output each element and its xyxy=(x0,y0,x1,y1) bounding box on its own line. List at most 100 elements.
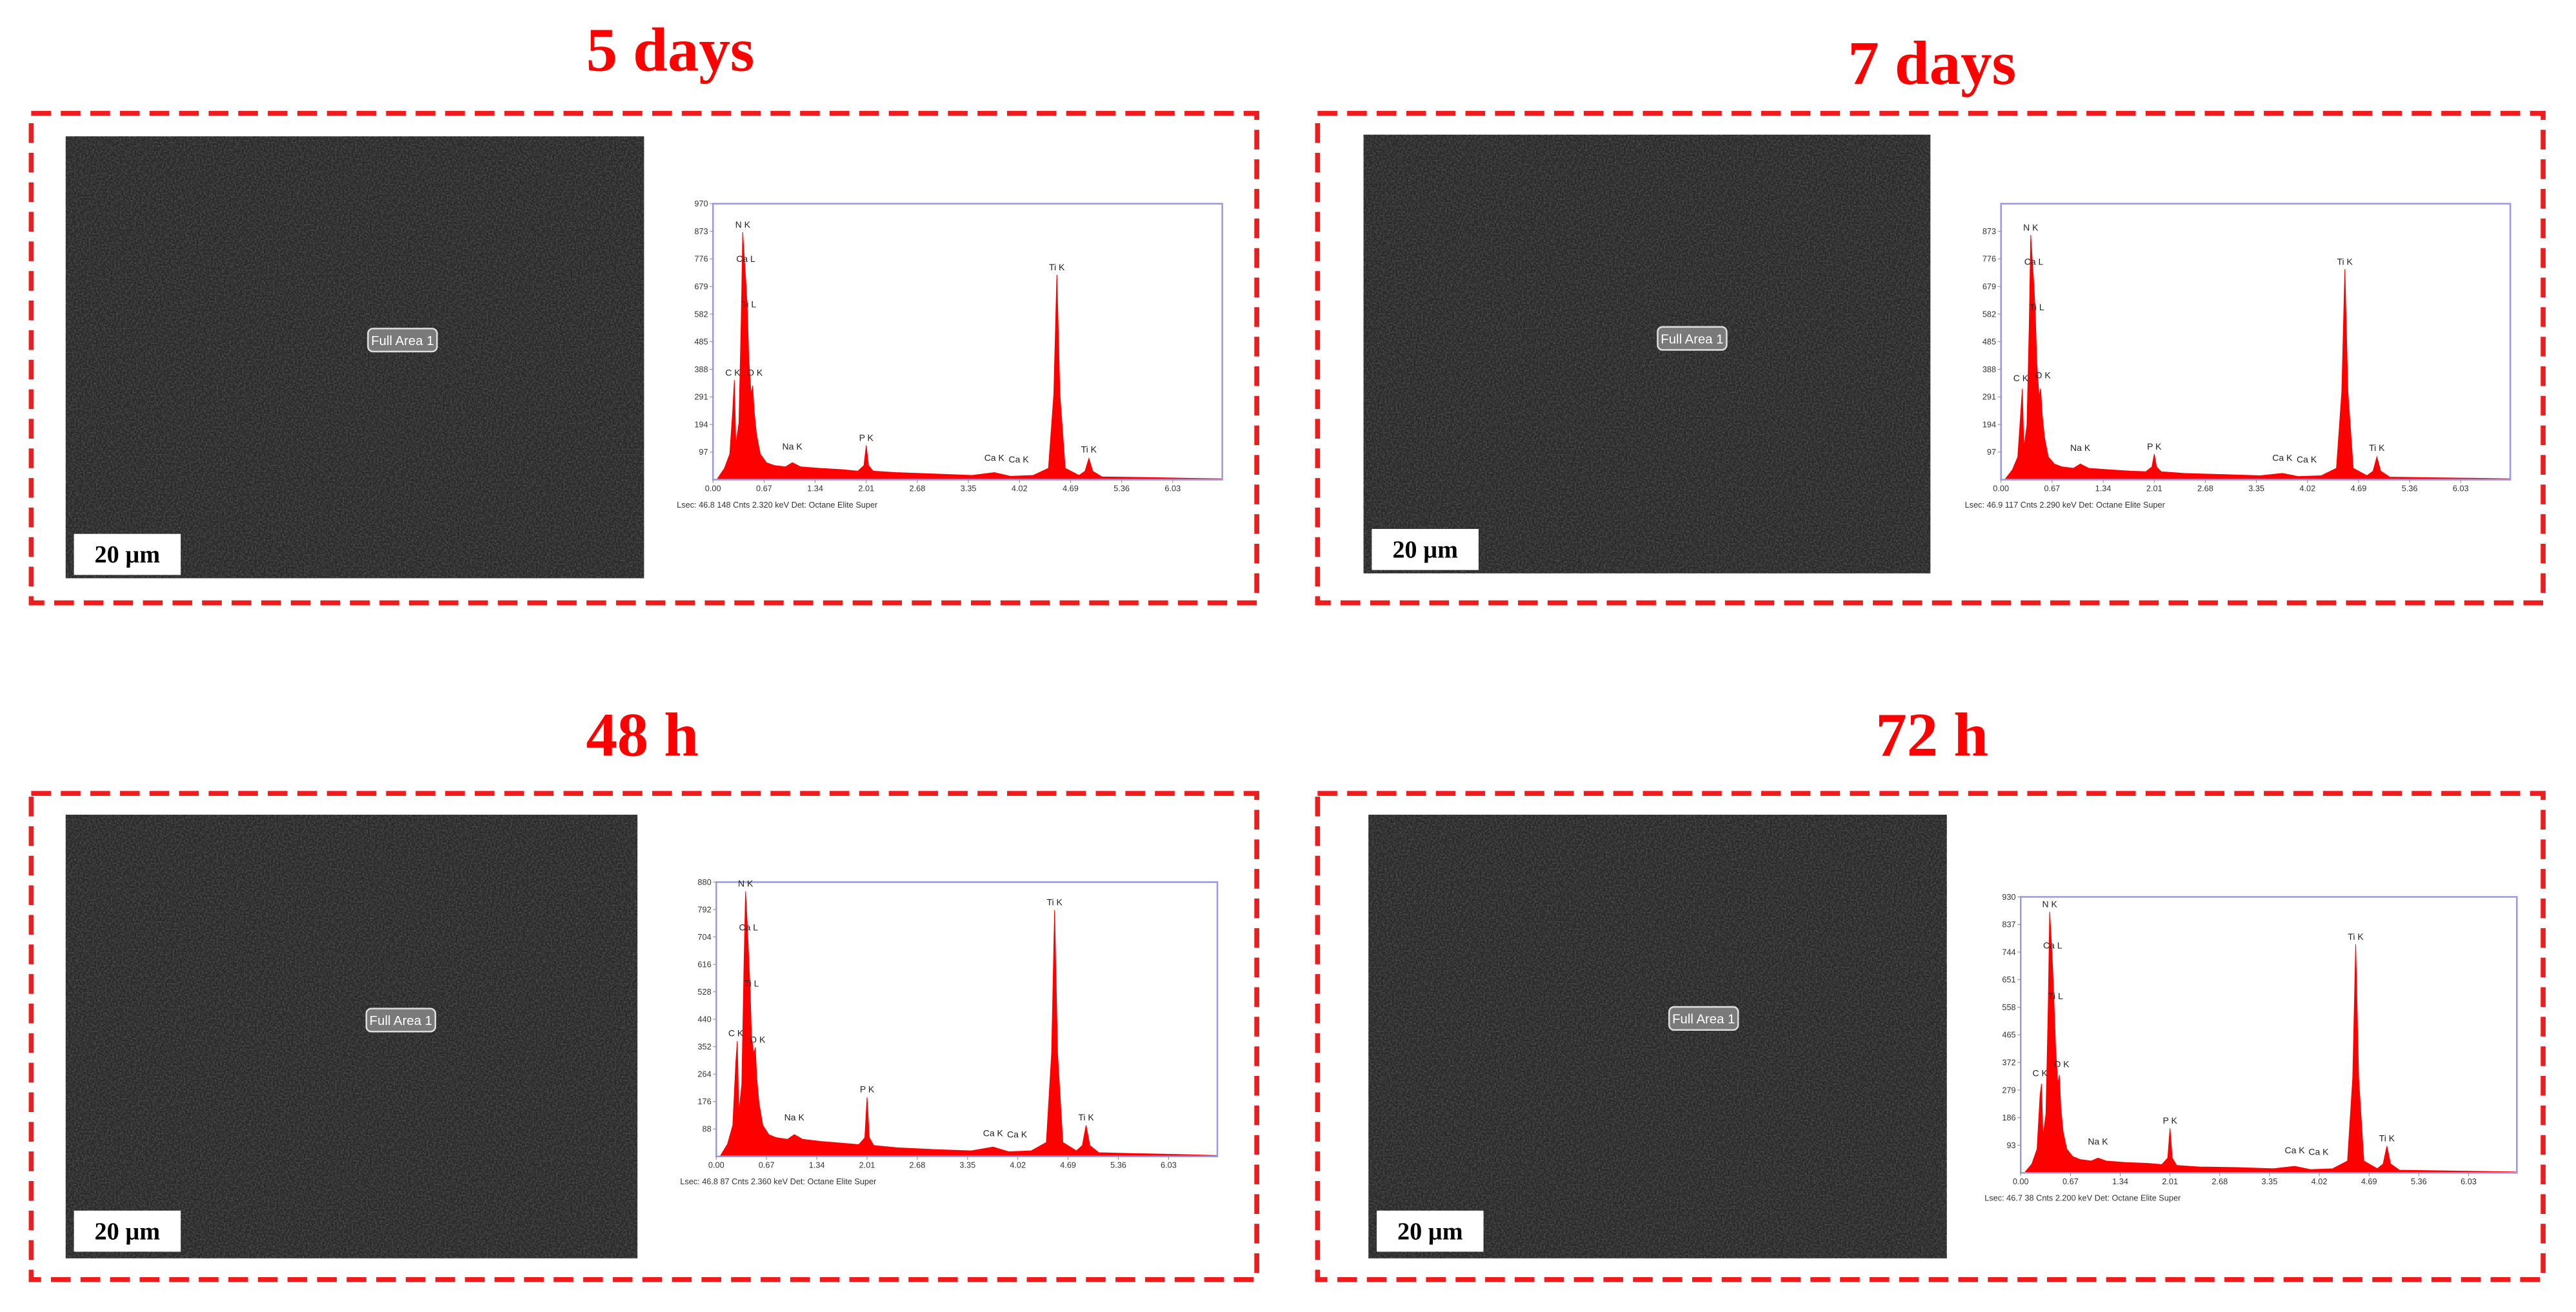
y-tick-label: 485 xyxy=(1982,337,1996,346)
spectrum-footer: Lsec: 46.7 38 Cnts 2.200 keV Det: Octane… xyxy=(1984,1193,2181,1203)
x-tick-label: 2.68 xyxy=(2212,1177,2228,1186)
peak-label: O K xyxy=(750,1034,766,1044)
peak-label: N K xyxy=(2023,222,2039,232)
x-tick-label: 0.00 xyxy=(1993,483,2009,493)
x-tick-label: 4.69 xyxy=(1063,483,1079,493)
area-label: Full Area 1 xyxy=(371,334,434,348)
x-tick-label: 0.67 xyxy=(2044,483,2061,493)
x-tick-label: 0.67 xyxy=(2062,1177,2079,1186)
scale-bar-box xyxy=(1372,529,1479,570)
peak-label: N K xyxy=(735,219,751,230)
peak-label: P K xyxy=(2163,1115,2178,1126)
peak-label: Na K xyxy=(2088,1136,2108,1146)
x-tick-label: 4.69 xyxy=(2361,1177,2377,1186)
x-tick-label: 4.02 xyxy=(2311,1177,2328,1186)
x-tick-label: 3.35 xyxy=(2248,483,2264,493)
y-tick-label: 582 xyxy=(1982,309,1996,319)
peak-label: Ti L xyxy=(2030,302,2044,312)
area-label-box xyxy=(365,1008,437,1033)
scale-bar-label: 20 µm xyxy=(95,541,161,568)
peak-label: Ti L xyxy=(744,978,759,988)
x-tick-label: 5.36 xyxy=(2411,1177,2427,1186)
x-tick-label: 5.36 xyxy=(1113,483,1130,493)
y-tick-label: 873 xyxy=(1982,226,1996,236)
x-tick-label: 4.02 xyxy=(1012,483,1028,493)
area-label-box xyxy=(1657,326,1728,351)
peak-label: Ca K xyxy=(984,453,1005,463)
panel-title: 72 h xyxy=(1875,700,1988,769)
x-tick-label: 0.67 xyxy=(756,483,772,493)
y-tick-label: 264 xyxy=(697,1069,711,1079)
x-tick-label: 6.03 xyxy=(1161,1160,1177,1170)
spectrum-area xyxy=(2023,911,2517,1173)
peak-label: C K xyxy=(2033,1068,2048,1078)
x-tick-label: 3.35 xyxy=(2262,1177,2278,1186)
panel-frame xyxy=(28,791,1259,1282)
scale-bar-label: 20 µm xyxy=(1397,1218,1463,1245)
peak-label: Ti K xyxy=(2379,1133,2395,1144)
peak-label: Na K xyxy=(2070,442,2091,453)
y-tick-label: 388 xyxy=(694,364,708,374)
peak-label: Ca K xyxy=(2272,453,2293,463)
x-tick-label: 2.01 xyxy=(2146,483,2162,493)
peak-label: P K xyxy=(2147,441,2162,452)
plot-frame xyxy=(2000,203,2511,481)
panel-title: 7 days xyxy=(1848,28,2016,97)
x-tick-label: 5.36 xyxy=(1110,1160,1126,1170)
peak-label: Ca L xyxy=(2024,256,2044,266)
y-tick-label: 291 xyxy=(694,392,708,402)
peak-label: O K xyxy=(747,367,763,377)
peak-label: C K xyxy=(728,1028,744,1039)
panel-frame xyxy=(1315,791,2546,1282)
y-tick-label: 880 xyxy=(697,877,711,887)
y-tick-label: 485 xyxy=(694,337,708,346)
spectrum-area xyxy=(719,891,1218,1157)
x-tick-label: 4.02 xyxy=(2299,483,2315,493)
x-tick-label: 1.34 xyxy=(2095,483,2112,493)
y-tick-label: 176 xyxy=(697,1097,711,1106)
peak-label: C K xyxy=(725,367,741,377)
x-tick-label: 2.01 xyxy=(859,1160,875,1170)
y-tick-label: 679 xyxy=(1982,281,1996,291)
y-tick-label: 291 xyxy=(1982,392,1996,402)
x-tick-label: 6.03 xyxy=(1164,483,1181,493)
y-tick-label: 88 xyxy=(703,1124,712,1134)
x-tick-label: 0.00 xyxy=(708,1160,724,1170)
x-tick-label: 2.68 xyxy=(2197,483,2213,493)
y-tick-label: 97 xyxy=(699,447,708,457)
y-tick-label: 528 xyxy=(697,987,711,997)
peak-label: O K xyxy=(2035,370,2052,381)
y-tick-label: 837 xyxy=(2002,920,2015,929)
y-tick-label: 97 xyxy=(1987,447,1996,457)
x-tick-label: 2.68 xyxy=(910,483,926,493)
y-tick-label: 930 xyxy=(2002,892,2015,902)
peak-label: P K xyxy=(859,433,874,443)
y-tick-label: 776 xyxy=(1982,254,1996,264)
y-tick-label: 776 xyxy=(694,254,708,264)
y-tick-label: 93 xyxy=(2006,1140,2015,1150)
peak-label: Ti L xyxy=(2048,991,2063,1001)
y-tick-label: 616 xyxy=(697,959,711,969)
spectrum-area xyxy=(2004,235,2511,481)
spectrum-footer: Lsec: 46.8 87 Cnts 2.360 keV Det: Octane… xyxy=(680,1177,877,1186)
peak-label: Ti K xyxy=(1078,1112,1094,1122)
peak-label: Ca K xyxy=(1009,454,1030,464)
y-tick-label: 651 xyxy=(2002,975,2015,984)
peak-label: N K xyxy=(738,879,754,889)
x-tick-label: 1.34 xyxy=(807,483,823,493)
peak-label: Na K xyxy=(784,1112,805,1122)
peak-label: Ca K xyxy=(2297,454,2317,464)
peak-label: Ca L xyxy=(739,922,759,932)
x-tick-label: 2.68 xyxy=(910,1160,926,1170)
spectrum-area xyxy=(716,232,1223,481)
y-tick-label: 194 xyxy=(694,419,708,429)
peak-label: Ca K xyxy=(2285,1145,2306,1155)
y-tick-label: 558 xyxy=(2002,1002,2015,1012)
spectrum-footer: Lsec: 46.8 148 Cnts 2.320 keV Det: Octan… xyxy=(677,500,878,510)
x-tick-label: 2.01 xyxy=(858,483,874,493)
peak-label: P K xyxy=(860,1084,875,1095)
x-tick-label: 3.35 xyxy=(959,1160,975,1170)
scale-bar-label: 20 µm xyxy=(95,1218,161,1245)
peak-label: Ti K xyxy=(2337,256,2353,266)
peak-label: Ca L xyxy=(2043,940,2062,951)
